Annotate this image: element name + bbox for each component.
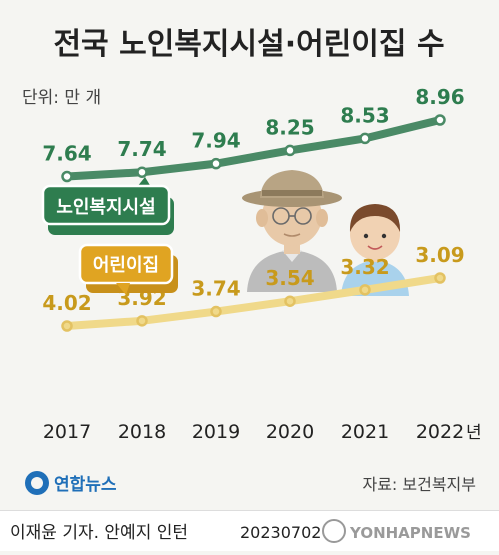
- series-line-1: [63, 274, 444, 330]
- data-label: 8.53: [340, 103, 389, 127]
- x-tick-label: 2022: [416, 421, 464, 443]
- x-axis-unit: 년: [466, 423, 482, 443]
- x-tick-label: 2020: [266, 421, 314, 443]
- data-label: 8.25: [265, 115, 314, 139]
- data-point: [61, 170, 73, 183]
- x-tick-label: 2017: [43, 421, 91, 443]
- data-point: [359, 132, 371, 145]
- data-point: [284, 295, 296, 307]
- data-point: [284, 144, 296, 157]
- data-label: 3.74: [191, 277, 240, 301]
- data-point: [136, 166, 148, 178]
- x-axis: 2017 2018 2019 2020 2021 2022 년: [43, 421, 482, 443]
- legend-label-daycare: 어린이집: [93, 255, 159, 276]
- data-point: [210, 157, 222, 170]
- chart-svg: 전국 노인복지시설·어린이집 수 단위: 만 개 7.64 7.74 7.94 8.2…: [22, 27, 482, 495]
- yonhap-logo: 연합뉴스: [25, 471, 117, 495]
- legend-label-senior: 노인복지시설: [56, 197, 155, 218]
- data-label: 7.74: [117, 137, 166, 161]
- watermark-text: YONHAPNEWS: [349, 524, 471, 542]
- chart-title: 전국 노인복지시설·어린이집 수: [53, 27, 444, 62]
- logo-text: 연합뉴스: [54, 474, 117, 495]
- x-tick-label: 2021: [341, 421, 389, 443]
- footer-bar: 이재윤 기자. 안예지 인턴 20230702 YONHAPNEWS: [0, 510, 499, 551]
- unit-label: 단위: 만 개: [22, 88, 101, 108]
- legend-badge-senior: 노인복지시설: [41, 177, 174, 235]
- data-point: [434, 272, 446, 284]
- data-label: 3.32: [340, 255, 389, 279]
- data-label: 4.02: [42, 291, 91, 315]
- data-label: 7.64: [42, 142, 91, 166]
- lines-layer: 7.64 7.74 7.948.25 8.538.964.02 3.92 3.74 3.54…: [42, 85, 465, 332]
- date-text: 20230702: [240, 523, 321, 542]
- data-point: [434, 114, 446, 126]
- data-point: [61, 320, 73, 332]
- x-tick-label: 2019: [192, 421, 240, 443]
- x-tick-label: 2018: [118, 421, 166, 443]
- data-point: [136, 315, 148, 327]
- data-label: 3.54: [265, 266, 314, 290]
- data-label: 7.94: [191, 129, 240, 153]
- source-text: 자료: 보건복지부: [362, 475, 476, 494]
- credit-text: 이재윤 기자. 안예지 인턴: [10, 523, 188, 543]
- data-point: [210, 305, 222, 318]
- watermark-icon: [322, 519, 346, 543]
- legend-badge-daycare: 어린이집: [78, 243, 178, 295]
- data-label: 3.09: [415, 243, 464, 267]
- data-label: 8.96: [415, 85, 464, 109]
- series-line-0: [63, 116, 444, 181]
- elderly-man-illustration: [242, 170, 342, 292]
- data-point: [359, 284, 371, 296]
